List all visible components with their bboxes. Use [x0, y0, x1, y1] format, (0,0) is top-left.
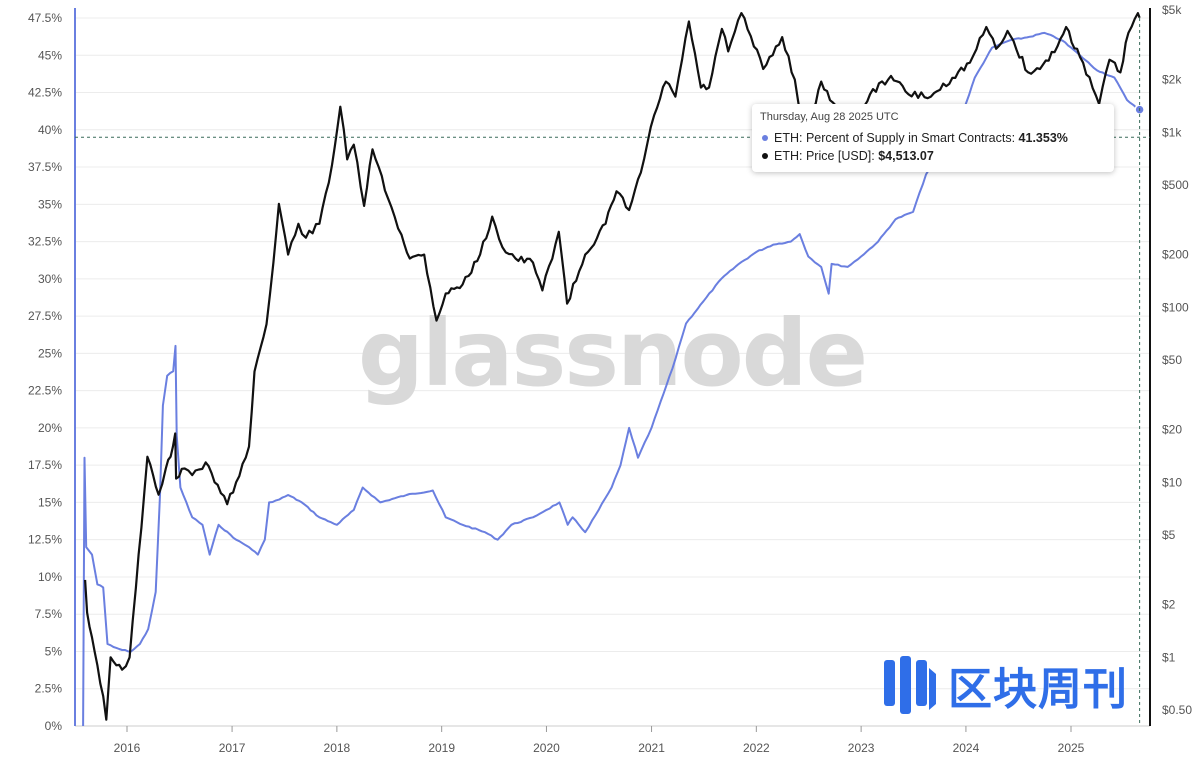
- tooltip-label-price: ETH: Price [USD]: [774, 149, 872, 163]
- right-tick-label: $5: [1162, 528, 1176, 542]
- x-tick-label: 2023: [848, 741, 875, 755]
- right-tick-label: $0.50: [1162, 703, 1192, 717]
- left-tick-label: 15%: [38, 495, 62, 509]
- series-line-supply: [82, 31, 1141, 727]
- series-lines: [82, 12, 1145, 727]
- right-tick-label: $1: [1162, 650, 1176, 664]
- left-axis-ticks: 0% 2.5% 5% 7.5% 10% 12.5% 15% 17.5% 20% 22.5% 25% 2…: [28, 11, 62, 733]
- left-tick-label: 22.5%: [28, 384, 62, 398]
- left-tick-label: 12.5%: [28, 533, 62, 547]
- tooltip-value-supply: 41.353%: [1018, 131, 1068, 145]
- x-tick-label: 2016: [114, 741, 141, 755]
- left-tick-label: 47.5%: [28, 11, 62, 25]
- left-tick-label: 17.5%: [28, 458, 62, 472]
- tooltip-value-price: $4,513.07: [878, 149, 934, 163]
- x-tick-label: 2025: [1058, 741, 1085, 755]
- left-tick-label: 42.5%: [28, 86, 62, 100]
- right-tick-label: $200: [1162, 248, 1189, 262]
- glassnode-watermark: glassnode: [358, 300, 866, 407]
- brand-mark-icon: [884, 656, 936, 714]
- left-tick-label: 5%: [45, 644, 63, 658]
- tooltip-date: Thursday, Aug 28 2025 UTC: [760, 111, 899, 123]
- right-tick-label: $5k: [1162, 3, 1182, 17]
- right-tick-label: $500: [1162, 178, 1189, 192]
- tooltip: Thursday, Aug 28 2025 UTC ETH: Percent o…: [752, 104, 1114, 172]
- tooltip-row-price: ETH: Price [USD]: $4,513.07: [760, 147, 1106, 165]
- brand-text: 区块周刊: [948, 664, 1128, 715]
- left-tick-label: 2.5%: [35, 682, 63, 696]
- right-tick-label: $50: [1162, 353, 1182, 367]
- x-axis-ticks: 2016 2017 2018 2019 2020 2021 2022 2023 2024 2025: [114, 726, 1085, 755]
- right-tick-label: $2: [1162, 598, 1176, 612]
- x-tick-label: 2017: [219, 741, 246, 755]
- left-tick-label: 37.5%: [28, 160, 62, 174]
- left-tick-label: 40%: [38, 123, 62, 137]
- left-tick-label: 0%: [45, 719, 63, 733]
- right-tick-label: $2k: [1162, 73, 1182, 87]
- right-tick-label: $100: [1162, 300, 1189, 314]
- tooltip-dot-price: [762, 153, 768, 160]
- brand-logo: 区块周刊: [882, 650, 1128, 720]
- x-tick-label: 2019: [428, 741, 455, 755]
- left-tick-label: 32.5%: [28, 235, 62, 249]
- left-tick-label: 10%: [38, 570, 62, 584]
- x-tick-label: 2024: [953, 741, 980, 755]
- right-tick-label: $20: [1162, 423, 1182, 437]
- tooltip-label-supply: ETH: Percent of Supply in Smart Contract…: [774, 131, 1012, 145]
- axes: [74, 8, 1151, 727]
- left-tick-label: 30%: [38, 272, 62, 286]
- series-line-price: [84, 12, 1141, 721]
- left-tick-label: 45%: [38, 48, 62, 62]
- right-tick-label: $1k: [1162, 125, 1182, 139]
- left-tick-label: 7.5%: [35, 607, 63, 621]
- right-axis-ticks: $0.50 $1 $2 $5 $10 $20 $50 $100 $200 $500 $1k $2k $5…: [1162, 3, 1192, 717]
- x-tick-label: 2020: [533, 741, 560, 755]
- gridlines: [75, 17, 1150, 727]
- x-tick-label: 2018: [324, 741, 351, 755]
- right-tick-label: $10: [1162, 475, 1182, 489]
- tooltip-row-supply: ETH: Percent of Supply in Smart Contract…: [760, 129, 1106, 147]
- x-tick-label: 2021: [638, 741, 665, 755]
- left-tick-label: 20%: [38, 421, 62, 435]
- left-tick-label: 35%: [38, 197, 62, 211]
- left-tick-label: 25%: [38, 346, 62, 360]
- x-tick-label: 2022: [743, 741, 770, 755]
- left-tick-label: 27.5%: [28, 309, 62, 323]
- tooltip-dot-supply: [762, 135, 768, 142]
